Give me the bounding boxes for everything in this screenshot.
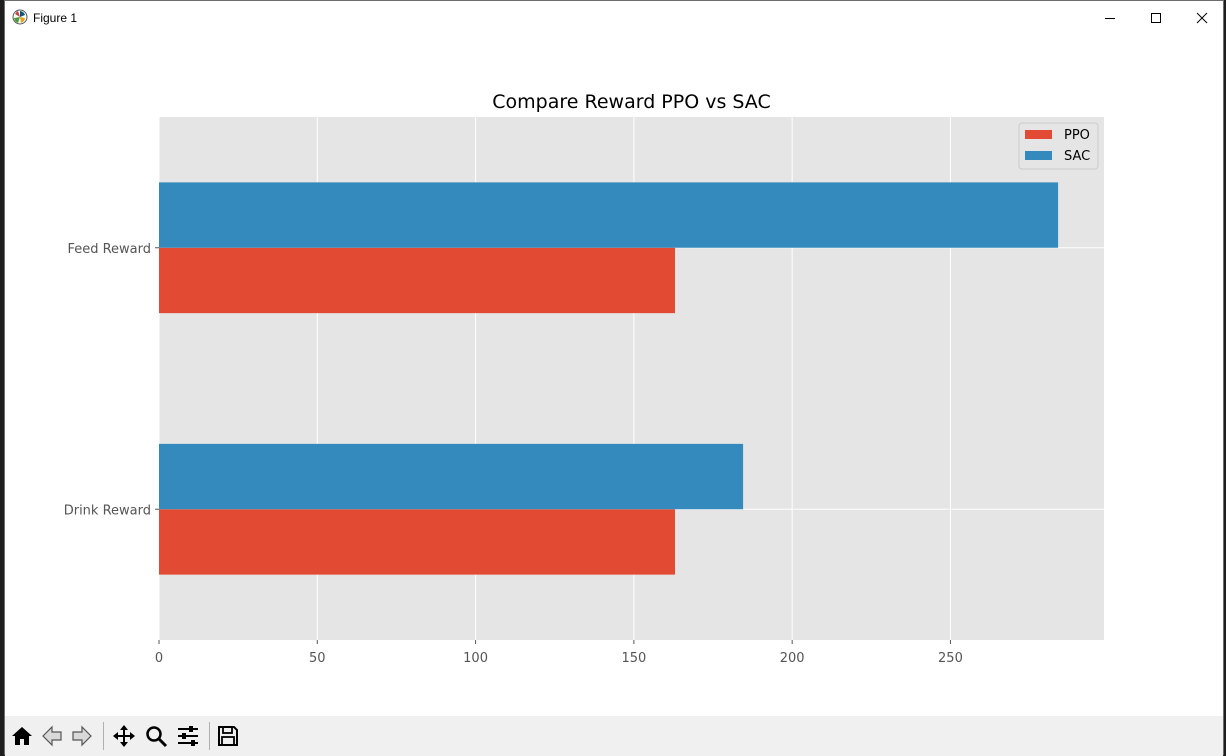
minimize-icon (1105, 18, 1115, 19)
sliders-icon (178, 726, 198, 746)
pan-button[interactable] (109, 720, 139, 752)
move-icon (113, 725, 135, 747)
home-icon (12, 727, 32, 745)
zoom-icon (146, 726, 168, 748)
maximize-button[interactable] (1133, 1, 1179, 35)
bar-ppo (159, 247, 676, 314)
configure-subplots-button[interactable] (173, 720, 203, 752)
navigation-toolbar (5, 716, 1223, 756)
figure-window: Figure 1 0 50 100 150 200 250 Drink Reward Feed… (4, 0, 1224, 756)
save-button[interactable] (213, 720, 243, 752)
close-icon (1196, 12, 1208, 24)
toolbar-separator (209, 722, 210, 750)
y-tick-label: Drink Reward (64, 503, 151, 518)
x-tick-label: 0 (155, 651, 163, 666)
close-button[interactable] (1179, 1, 1225, 35)
legend-label-ppo: PPO (1064, 128, 1090, 143)
figure-canvas[interactable]: 0 50 100 150 200 250 Drink Reward Feed Reward C… (5, 35, 1223, 716)
legend-swatch-ppo (1025, 130, 1052, 139)
title-bar[interactable]: Figure 1 (5, 1, 1223, 35)
toolbar-separator (103, 722, 104, 750)
back-button[interactable] (37, 720, 67, 752)
legend-label-sac: SAC (1064, 149, 1090, 164)
minimize-button[interactable] (1087, 1, 1133, 35)
x-tick-label: 200 (780, 651, 805, 666)
maximize-icon (1151, 13, 1161, 23)
x-tick-label: 100 (463, 651, 488, 666)
bar-sac (159, 182, 1059, 248)
window-title: Figure 1 (33, 11, 78, 25)
bar-ppo (159, 509, 676, 575)
home-button[interactable] (7, 720, 37, 752)
legend-swatch-sac (1025, 151, 1052, 160)
chart-title: Compare Reward PPO vs SAC (492, 91, 770, 113)
forward-button[interactable] (67, 720, 97, 752)
forward-arrow-icon (72, 725, 92, 747)
back-arrow-icon (42, 725, 62, 747)
x-tick-label: 150 (621, 651, 646, 666)
save-icon (218, 726, 238, 746)
matplotlib-icon (12, 9, 28, 25)
zoom-button[interactable] (141, 720, 171, 752)
legend: PPO SAC (1018, 122, 1099, 170)
y-tick-label: Feed Reward (67, 242, 151, 257)
x-tick-label: 250 (938, 651, 963, 666)
x-tick-label: 50 (309, 651, 326, 666)
bar-sac (159, 443, 744, 510)
